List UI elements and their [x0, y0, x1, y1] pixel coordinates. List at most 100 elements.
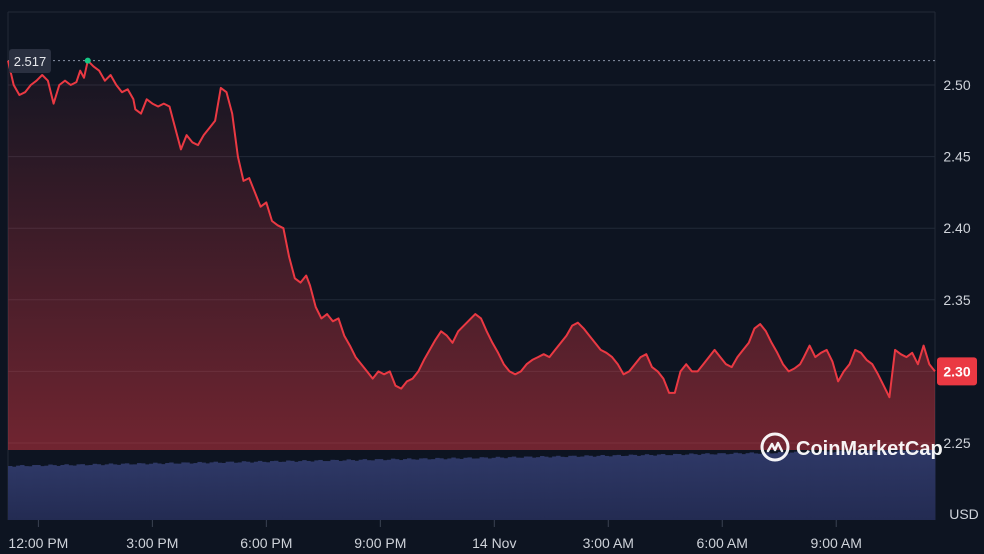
volume-bar — [548, 457, 553, 520]
volume-bar — [209, 462, 214, 520]
volume-bar — [455, 458, 460, 520]
volume-bar — [874, 451, 879, 520]
volume-bar — [330, 459, 335, 520]
y-tick-label: 2.45 — [943, 149, 970, 165]
volume-bar — [902, 450, 908, 520]
volume-bar — [265, 462, 271, 520]
volume-bar — [112, 464, 118, 520]
volume-bar — [830, 452, 835, 520]
volume-bar — [334, 459, 339, 520]
volume-bar — [205, 463, 210, 520]
volume-bar — [257, 460, 263, 520]
y-tick-label: 2.25 — [943, 435, 970, 451]
volume-bar — [165, 463, 170, 520]
volume-bar — [701, 453, 706, 520]
volume-bar — [600, 454, 605, 520]
volume-bar — [189, 463, 194, 520]
volume-bar — [789, 452, 795, 520]
volume-bar — [294, 461, 299, 520]
volume-bar — [588, 455, 593, 520]
volume-bar — [850, 451, 855, 520]
volume-bar — [44, 465, 49, 520]
volume-bar — [390, 458, 396, 520]
volume-bar — [926, 449, 932, 520]
volume-bar — [866, 450, 871, 520]
volume-bar — [693, 454, 698, 520]
volume-bar — [681, 455, 686, 520]
volume-bar — [745, 453, 750, 520]
volume-bar — [826, 451, 831, 520]
volume-bar — [544, 456, 549, 520]
x-axis-ticks: 12:00 PM 3:00 PM 6:00 PM 9:00 PM 14 Nov 3:00 … — [8, 520, 862, 551]
coinmarketcap-watermark: CoinMarketCap — [760, 432, 943, 462]
volume-bar — [717, 453, 722, 520]
volume-bar — [894, 450, 900, 520]
x-tick-label: 6:00 AM — [697, 535, 748, 551]
volume-bar — [274, 460, 279, 520]
volume-bar — [358, 459, 364, 520]
x-tick-label: 6:00 PM — [240, 535, 292, 551]
volume-bar — [338, 461, 343, 520]
volume-bar — [689, 453, 694, 520]
volume-bar — [431, 459, 436, 520]
volume-bar — [769, 453, 775, 520]
volume-bar — [298, 461, 303, 520]
x-tick-label: 3:00 PM — [126, 535, 178, 551]
volume-bar — [398, 460, 404, 520]
volume-bar — [76, 464, 81, 520]
volume-bar — [729, 453, 734, 520]
volume-bar — [350, 460, 356, 520]
volume-bar — [503, 458, 509, 520]
volume-bar — [318, 459, 323, 520]
volume-bar — [640, 455, 646, 520]
volume-bar — [269, 461, 275, 520]
price-line — [7, 59, 936, 399]
volume-bar — [374, 459, 380, 520]
volume-bar — [8, 466, 13, 520]
volume-bar — [846, 452, 851, 520]
volume-bar — [435, 457, 440, 520]
volume-bar — [116, 464, 122, 520]
volume-bar — [556, 455, 561, 520]
x-tick-label: 12:00 PM — [8, 535, 68, 551]
volume-bar — [439, 458, 444, 520]
volume-bar — [596, 455, 601, 520]
volume-bar — [52, 465, 57, 520]
volume-bar — [761, 452, 767, 520]
volume-bar — [80, 464, 85, 520]
volume-bar — [854, 450, 859, 520]
volume-bar — [233, 462, 239, 520]
volume-bar — [310, 461, 315, 520]
volume-bar — [427, 459, 432, 520]
volume-bar — [322, 461, 327, 520]
volume-bar — [221, 462, 227, 520]
x-tick-label: 9:00 PM — [354, 535, 406, 551]
volume-bar — [882, 450, 888, 520]
volume-bar — [822, 451, 827, 520]
volume-bar — [483, 457, 489, 520]
volume-bar — [394, 459, 400, 520]
volume-bar — [511, 456, 517, 520]
y-unit-label: USD — [949, 506, 979, 522]
volume-bar — [201, 462, 206, 520]
volume-bar — [560, 456, 565, 520]
volume-bar — [713, 454, 718, 520]
volume-bar — [72, 465, 77, 520]
open-price-label: 2.517 — [14, 54, 47, 69]
volume-bar — [128, 464, 134, 520]
volume-bar — [568, 455, 573, 520]
volume-bar — [382, 460, 388, 520]
volume-bar — [540, 456, 545, 520]
volume-bar — [721, 453, 726, 520]
volume-bar — [286, 460, 291, 520]
volume-bar — [842, 451, 847, 520]
volume-bar — [451, 457, 456, 520]
volume-bar — [60, 465, 65, 520]
volume-bar — [225, 461, 231, 520]
y-tick-label: 2.35 — [943, 292, 970, 308]
volume-bar — [475, 458, 480, 520]
high-marker — [84, 57, 91, 64]
volume-bar — [870, 450, 875, 520]
volume-bar — [523, 456, 529, 520]
